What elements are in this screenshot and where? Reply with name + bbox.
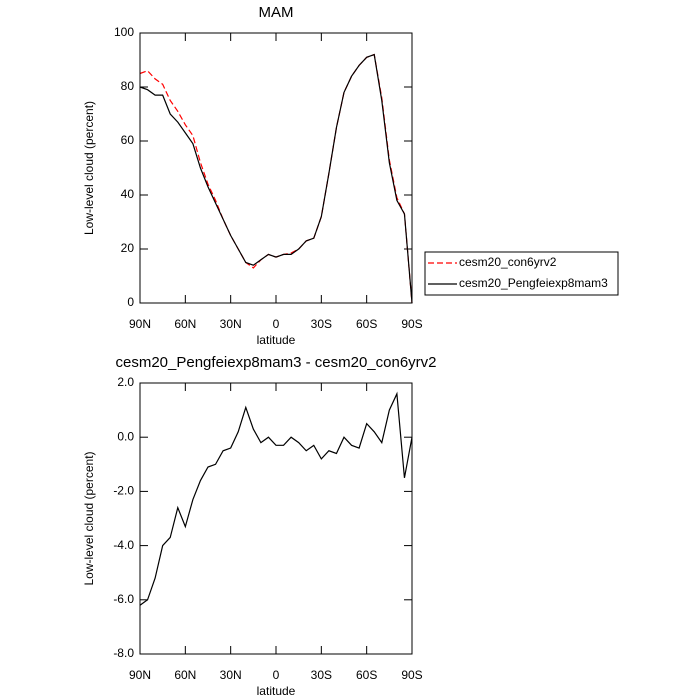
y-axis-label: Low-level cloud (percent) (82, 101, 96, 235)
y-tick-label: 20 (121, 241, 135, 255)
y-tick-label: -6.0 (113, 592, 134, 606)
y-tick-label: 2.0 (117, 375, 134, 389)
chart-title: cesm20_Pengfeiexp8mam3 - cesm20_con6yrv2 (116, 354, 437, 371)
data-line (139, 53, 413, 304)
y-tick-label: -4.0 (113, 538, 134, 552)
y-tick-label: 0 (127, 295, 134, 309)
y-axis-label: Low-level cloud (percent) (82, 451, 96, 585)
legend-label: cesm20_con6yrv2 (459, 255, 557, 269)
y-tick-label: -8.0 (113, 646, 134, 660)
legend-label: cesm20_Pengfeiexp8mam3 (459, 276, 608, 290)
y-tick-label: 80 (121, 79, 135, 93)
x-tick-label: 30N (220, 317, 242, 331)
x-tick-label: 90N (129, 317, 151, 331)
x-tick-label: 90N (129, 668, 151, 682)
data-line (139, 391, 413, 606)
y-tick-label: 60 (121, 133, 135, 147)
x-axis-label: latitude (257, 684, 296, 698)
x-tick-label: 0 (273, 317, 280, 331)
y-tick-label: 40 (121, 187, 135, 201)
chart-title: MAM (259, 4, 294, 21)
x-tick-label: 90S (401, 317, 422, 331)
x-tick-label: 30S (311, 317, 332, 331)
x-axis-label: latitude (257, 333, 296, 347)
plot-frame (139, 382, 413, 655)
x-tick-label: 30N (220, 668, 242, 682)
x-tick-label: 90S (401, 668, 422, 682)
x-tick-label: 0 (273, 668, 280, 682)
x-tick-label: 60S (356, 317, 377, 331)
plot-frame (139, 32, 413, 304)
y-tick-label: 0.0 (117, 429, 134, 443)
legend-box (424, 251, 619, 296)
x-tick-label: 60N (174, 317, 196, 331)
y-tick-label: -2.0 (113, 484, 134, 498)
x-tick-label: 60N (174, 668, 196, 682)
y-tick-label: 100 (114, 25, 134, 39)
x-tick-label: 30S (311, 668, 332, 682)
data-line (139, 53, 413, 304)
x-tick-label: 60S (356, 668, 377, 682)
